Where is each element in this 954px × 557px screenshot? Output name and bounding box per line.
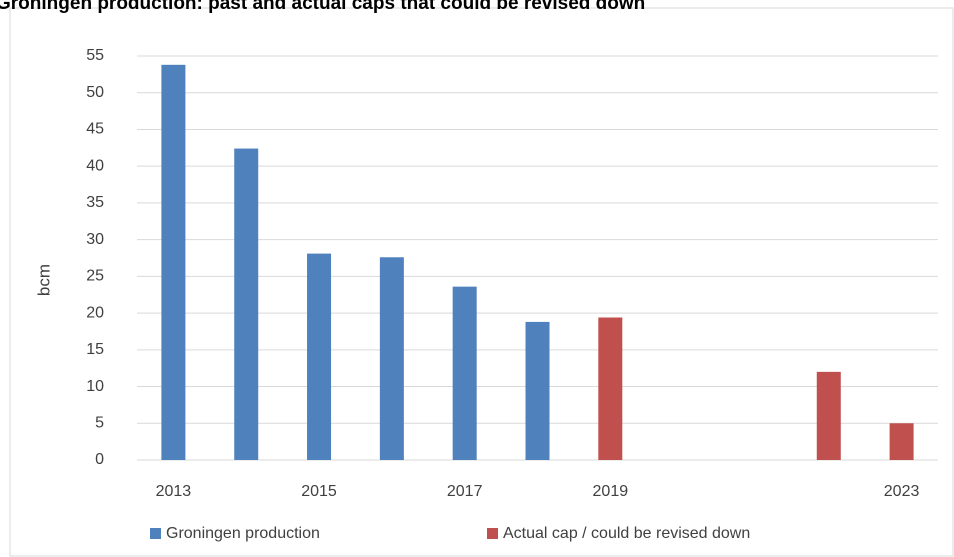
y-tick-label: 40	[86, 157, 104, 174]
x-tick-label: 2019	[593, 483, 629, 500]
y-tick-label: 55	[86, 47, 104, 64]
y-tick-label: 30	[86, 231, 104, 248]
y-tick-label: 0	[95, 451, 104, 468]
bar	[379, 257, 404, 460]
y-tick-label: 10	[86, 378, 104, 395]
bar	[307, 253, 332, 460]
bar	[161, 64, 186, 460]
bar	[889, 423, 914, 460]
bar	[234, 148, 259, 460]
y-tick-label: 35	[86, 194, 104, 211]
y-tick-label: 20	[86, 304, 104, 321]
legend-swatch	[150, 528, 161, 539]
legend-label: Groningen production	[166, 525, 320, 542]
y-tick-label: 25	[86, 268, 104, 285]
x-tick-label: 2015	[301, 483, 337, 500]
bar	[816, 371, 841, 460]
y-tick-label: 5	[95, 414, 104, 431]
y-axis-label: bcm	[34, 264, 53, 296]
bar	[598, 317, 623, 460]
legend-label: Actual cap / could be revised down	[503, 525, 750, 542]
chart-title: Groningen production: past and actual ca…	[0, 0, 645, 14]
legend-swatch	[487, 528, 498, 539]
x-tick-label: 2013	[156, 483, 192, 500]
y-tick-label: 50	[86, 84, 104, 101]
chart-border	[9, 7, 954, 557]
y-tick-label: 15	[86, 341, 104, 358]
bar	[452, 286, 477, 460]
x-tick-label: 2017	[447, 483, 483, 500]
x-tick-label: 2023	[884, 483, 920, 500]
bar	[525, 321, 550, 460]
y-tick-label: 45	[86, 121, 104, 138]
